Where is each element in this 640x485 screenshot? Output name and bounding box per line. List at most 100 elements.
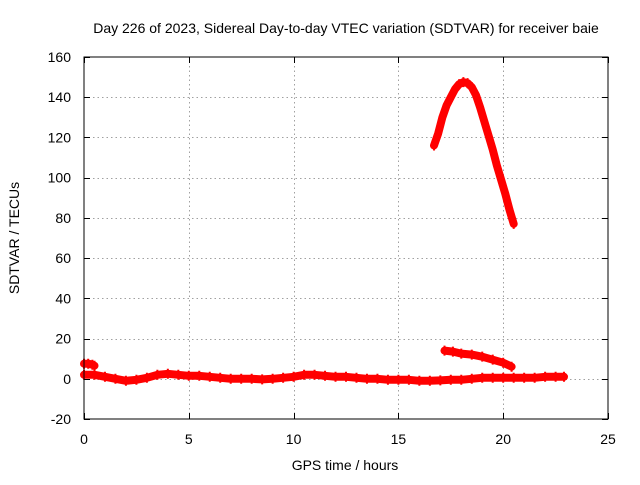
x-tick-label: 15 <box>391 431 407 447</box>
data-point <box>506 204 513 215</box>
data-point <box>122 375 129 386</box>
x-tick-label: 5 <box>185 431 193 447</box>
data-point <box>458 374 465 385</box>
y-tick-label: 60 <box>55 250 71 266</box>
data-point <box>510 372 517 383</box>
data-point <box>521 372 528 383</box>
data-point <box>460 77 467 88</box>
data-point <box>458 348 465 359</box>
data-point <box>374 373 381 384</box>
data-point <box>493 160 500 171</box>
data-point <box>477 102 484 113</box>
data-point <box>464 78 471 89</box>
data-point <box>301 369 308 380</box>
data-point <box>500 372 507 383</box>
data-point <box>185 370 192 381</box>
data-point <box>479 351 486 362</box>
data-point <box>143 372 150 383</box>
series-descending-segment <box>440 345 516 372</box>
data-point <box>238 373 245 384</box>
series-layer <box>80 77 568 386</box>
y-tick-label: 160 <box>48 49 72 65</box>
data-point <box>259 374 266 385</box>
series-early-segment <box>80 358 99 371</box>
plot-frame <box>83 56 609 420</box>
data-point <box>311 369 318 380</box>
data-point <box>441 345 448 356</box>
grid-layer <box>84 57 608 419</box>
data-point <box>468 349 475 360</box>
series-arc-segment <box>430 77 518 229</box>
data-point <box>508 361 515 372</box>
tick-layer: 0 5 10 15 20 25 -20 0 20 40 60 80 100 120 140 160 <box>48 49 616 447</box>
data-point <box>489 354 496 365</box>
y-tick-label: 80 <box>55 210 71 226</box>
data-point <box>447 92 454 103</box>
y-tick-label: 0 <box>63 371 71 387</box>
data-point <box>468 82 475 93</box>
data-point <box>133 374 140 385</box>
data-point <box>395 374 402 385</box>
data-point <box>489 372 496 383</box>
data-point <box>552 371 559 382</box>
data-point <box>443 100 450 111</box>
data-point <box>439 112 446 123</box>
data-point <box>435 128 442 139</box>
data-point <box>248 373 255 384</box>
data-point <box>449 346 456 357</box>
data-point <box>437 375 444 386</box>
data-point <box>481 116 488 127</box>
data-point <box>332 371 339 382</box>
y-tick-label: 140 <box>48 89 72 105</box>
data-point <box>196 370 203 381</box>
data-point <box>468 373 475 384</box>
data-point <box>405 374 412 385</box>
data-point <box>502 188 509 199</box>
data-point <box>426 375 433 386</box>
data-point <box>227 373 234 384</box>
y-tick-label: -20 <box>51 411 71 427</box>
y-tick-label: 40 <box>55 290 71 306</box>
data-point <box>451 84 458 95</box>
data-point <box>101 371 108 382</box>
data-point <box>531 372 538 383</box>
data-point <box>164 368 171 379</box>
data-point <box>456 79 463 90</box>
series-baseline <box>80 368 568 386</box>
data-point <box>353 372 360 383</box>
x-tick-label: 10 <box>286 431 302 447</box>
data-point <box>485 130 492 141</box>
data-point <box>154 369 161 380</box>
data-point <box>85 358 92 369</box>
data-point <box>269 373 276 384</box>
data-point <box>91 369 98 380</box>
data-point <box>343 371 349 382</box>
x-tick-label: 20 <box>495 431 511 447</box>
y-tick-label: 120 <box>48 129 72 145</box>
y-tick-label: 100 <box>48 170 72 186</box>
data-point <box>112 373 119 384</box>
chart-title: Day 226 of 2023, Sidereal Day-to-day VTE… <box>93 20 599 36</box>
data-point <box>472 90 479 101</box>
data-point <box>363 373 370 384</box>
data-point <box>280 372 287 383</box>
x-axis-label: GPS time / hours <box>292 457 399 473</box>
data-point <box>416 375 423 386</box>
data-point <box>498 174 505 185</box>
data-point <box>500 357 507 368</box>
data-point <box>447 374 454 385</box>
y-axis-label: SDTVAR / TECUs <box>6 182 22 294</box>
data-point <box>175 369 182 380</box>
data-point <box>560 371 567 382</box>
data-point <box>384 374 391 385</box>
data-point <box>91 360 98 371</box>
x-tick-label: 0 <box>80 431 88 447</box>
data-point <box>206 371 213 382</box>
data-point <box>290 371 297 382</box>
data-point <box>431 140 438 151</box>
data-point <box>489 144 496 155</box>
data-point <box>322 370 329 381</box>
x-tick-label: 25 <box>600 431 616 447</box>
